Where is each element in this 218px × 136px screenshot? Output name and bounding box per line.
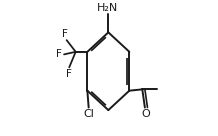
Text: Cl: Cl: [83, 109, 94, 119]
Text: F: F: [62, 29, 68, 39]
Text: F: F: [56, 49, 61, 59]
Text: F: F: [66, 69, 72, 79]
Text: O: O: [142, 109, 151, 119]
Text: H₂N: H₂N: [96, 3, 118, 13]
